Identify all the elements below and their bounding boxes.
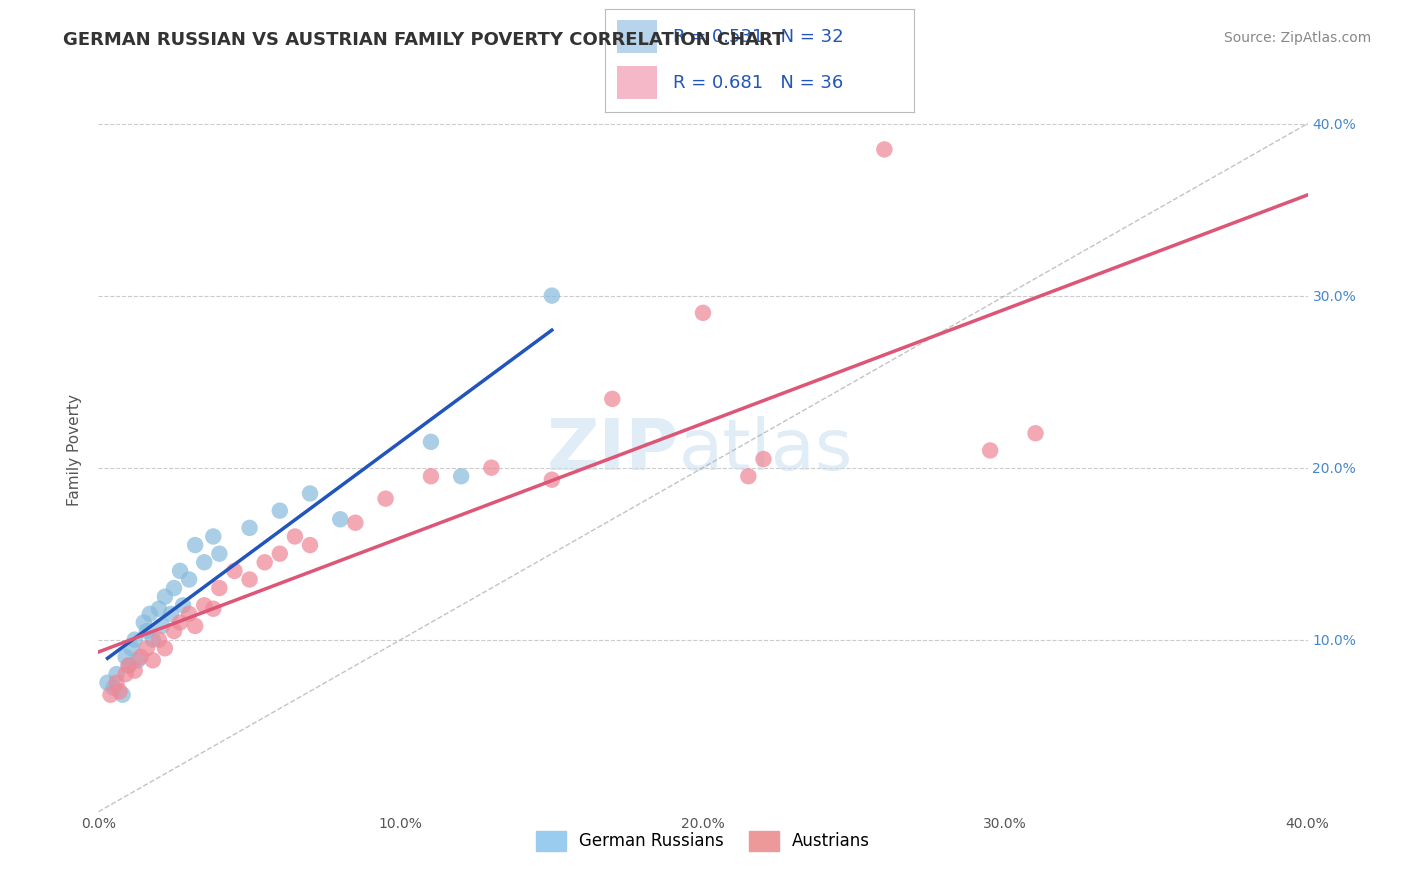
Point: [169, 615, 191, 630]
Point: [184, 619, 207, 633]
Point: [142, 632, 165, 647]
Point: [737, 469, 759, 483]
Point: [1024, 426, 1046, 441]
Point: [208, 581, 231, 595]
Point: [193, 599, 215, 613]
Point: [299, 538, 322, 552]
Point: [299, 486, 322, 500]
Text: ZIP: ZIP: [547, 416, 679, 485]
Point: [269, 547, 291, 561]
Point: [163, 624, 186, 639]
Text: R = 0.531   N = 32: R = 0.531 N = 32: [672, 28, 844, 45]
Point: [105, 667, 128, 681]
Point: [193, 555, 215, 569]
Point: [169, 564, 191, 578]
Point: [420, 434, 443, 449]
Text: Source: ZipAtlas.com: Source: ZipAtlas.com: [1223, 31, 1371, 45]
Point: [184, 538, 207, 552]
Point: [224, 564, 246, 578]
Point: [602, 392, 624, 406]
Point: [202, 601, 225, 615]
Point: [269, 503, 291, 517]
Point: [752, 452, 775, 467]
Point: [540, 473, 562, 487]
Point: [239, 521, 262, 535]
Point: [121, 641, 143, 656]
Point: [179, 607, 201, 621]
Point: [124, 664, 146, 678]
Point: [148, 601, 170, 615]
Point: [114, 649, 136, 664]
Legend: German Russians, Austrians: German Russians, Austrians: [529, 824, 877, 857]
Point: [540, 288, 562, 302]
Point: [692, 306, 714, 320]
Point: [163, 581, 186, 595]
Point: [148, 632, 170, 647]
Point: [153, 641, 176, 656]
Point: [873, 142, 896, 157]
Point: [105, 675, 128, 690]
Point: [114, 667, 136, 681]
Text: R = 0.681   N = 36: R = 0.681 N = 36: [672, 74, 842, 92]
Point: [111, 688, 134, 702]
Y-axis label: Family Poverty: Family Poverty: [67, 394, 83, 507]
Point: [284, 529, 307, 543]
Point: [202, 529, 225, 543]
Point: [103, 681, 125, 695]
Point: [124, 632, 146, 647]
Point: [329, 512, 352, 526]
Bar: [617, 21, 657, 53]
Point: [135, 624, 157, 639]
Point: [979, 443, 1001, 458]
Bar: [617, 66, 657, 99]
Point: [100, 688, 122, 702]
Point: [374, 491, 396, 506]
Point: [150, 619, 173, 633]
Point: [172, 599, 194, 613]
Point: [139, 607, 162, 621]
Point: [96, 675, 118, 690]
Point: [132, 615, 155, 630]
Point: [118, 658, 141, 673]
Point: [420, 469, 443, 483]
Point: [118, 658, 141, 673]
Point: [160, 607, 183, 621]
Text: GERMAN RUSSIAN VS AUSTRIAN FAMILY POVERTY CORRELATION CHART: GERMAN RUSSIAN VS AUSTRIAN FAMILY POVERT…: [63, 31, 785, 49]
Point: [344, 516, 367, 530]
Point: [239, 573, 262, 587]
Point: [127, 653, 149, 667]
Point: [142, 653, 165, 667]
Point: [253, 555, 276, 569]
Point: [179, 573, 201, 587]
Point: [153, 590, 176, 604]
Point: [481, 460, 503, 475]
Point: [208, 547, 231, 561]
Point: [450, 469, 472, 483]
Point: [129, 649, 152, 664]
Point: [135, 641, 157, 656]
Text: atlas: atlas: [679, 416, 853, 485]
Point: [108, 684, 131, 698]
